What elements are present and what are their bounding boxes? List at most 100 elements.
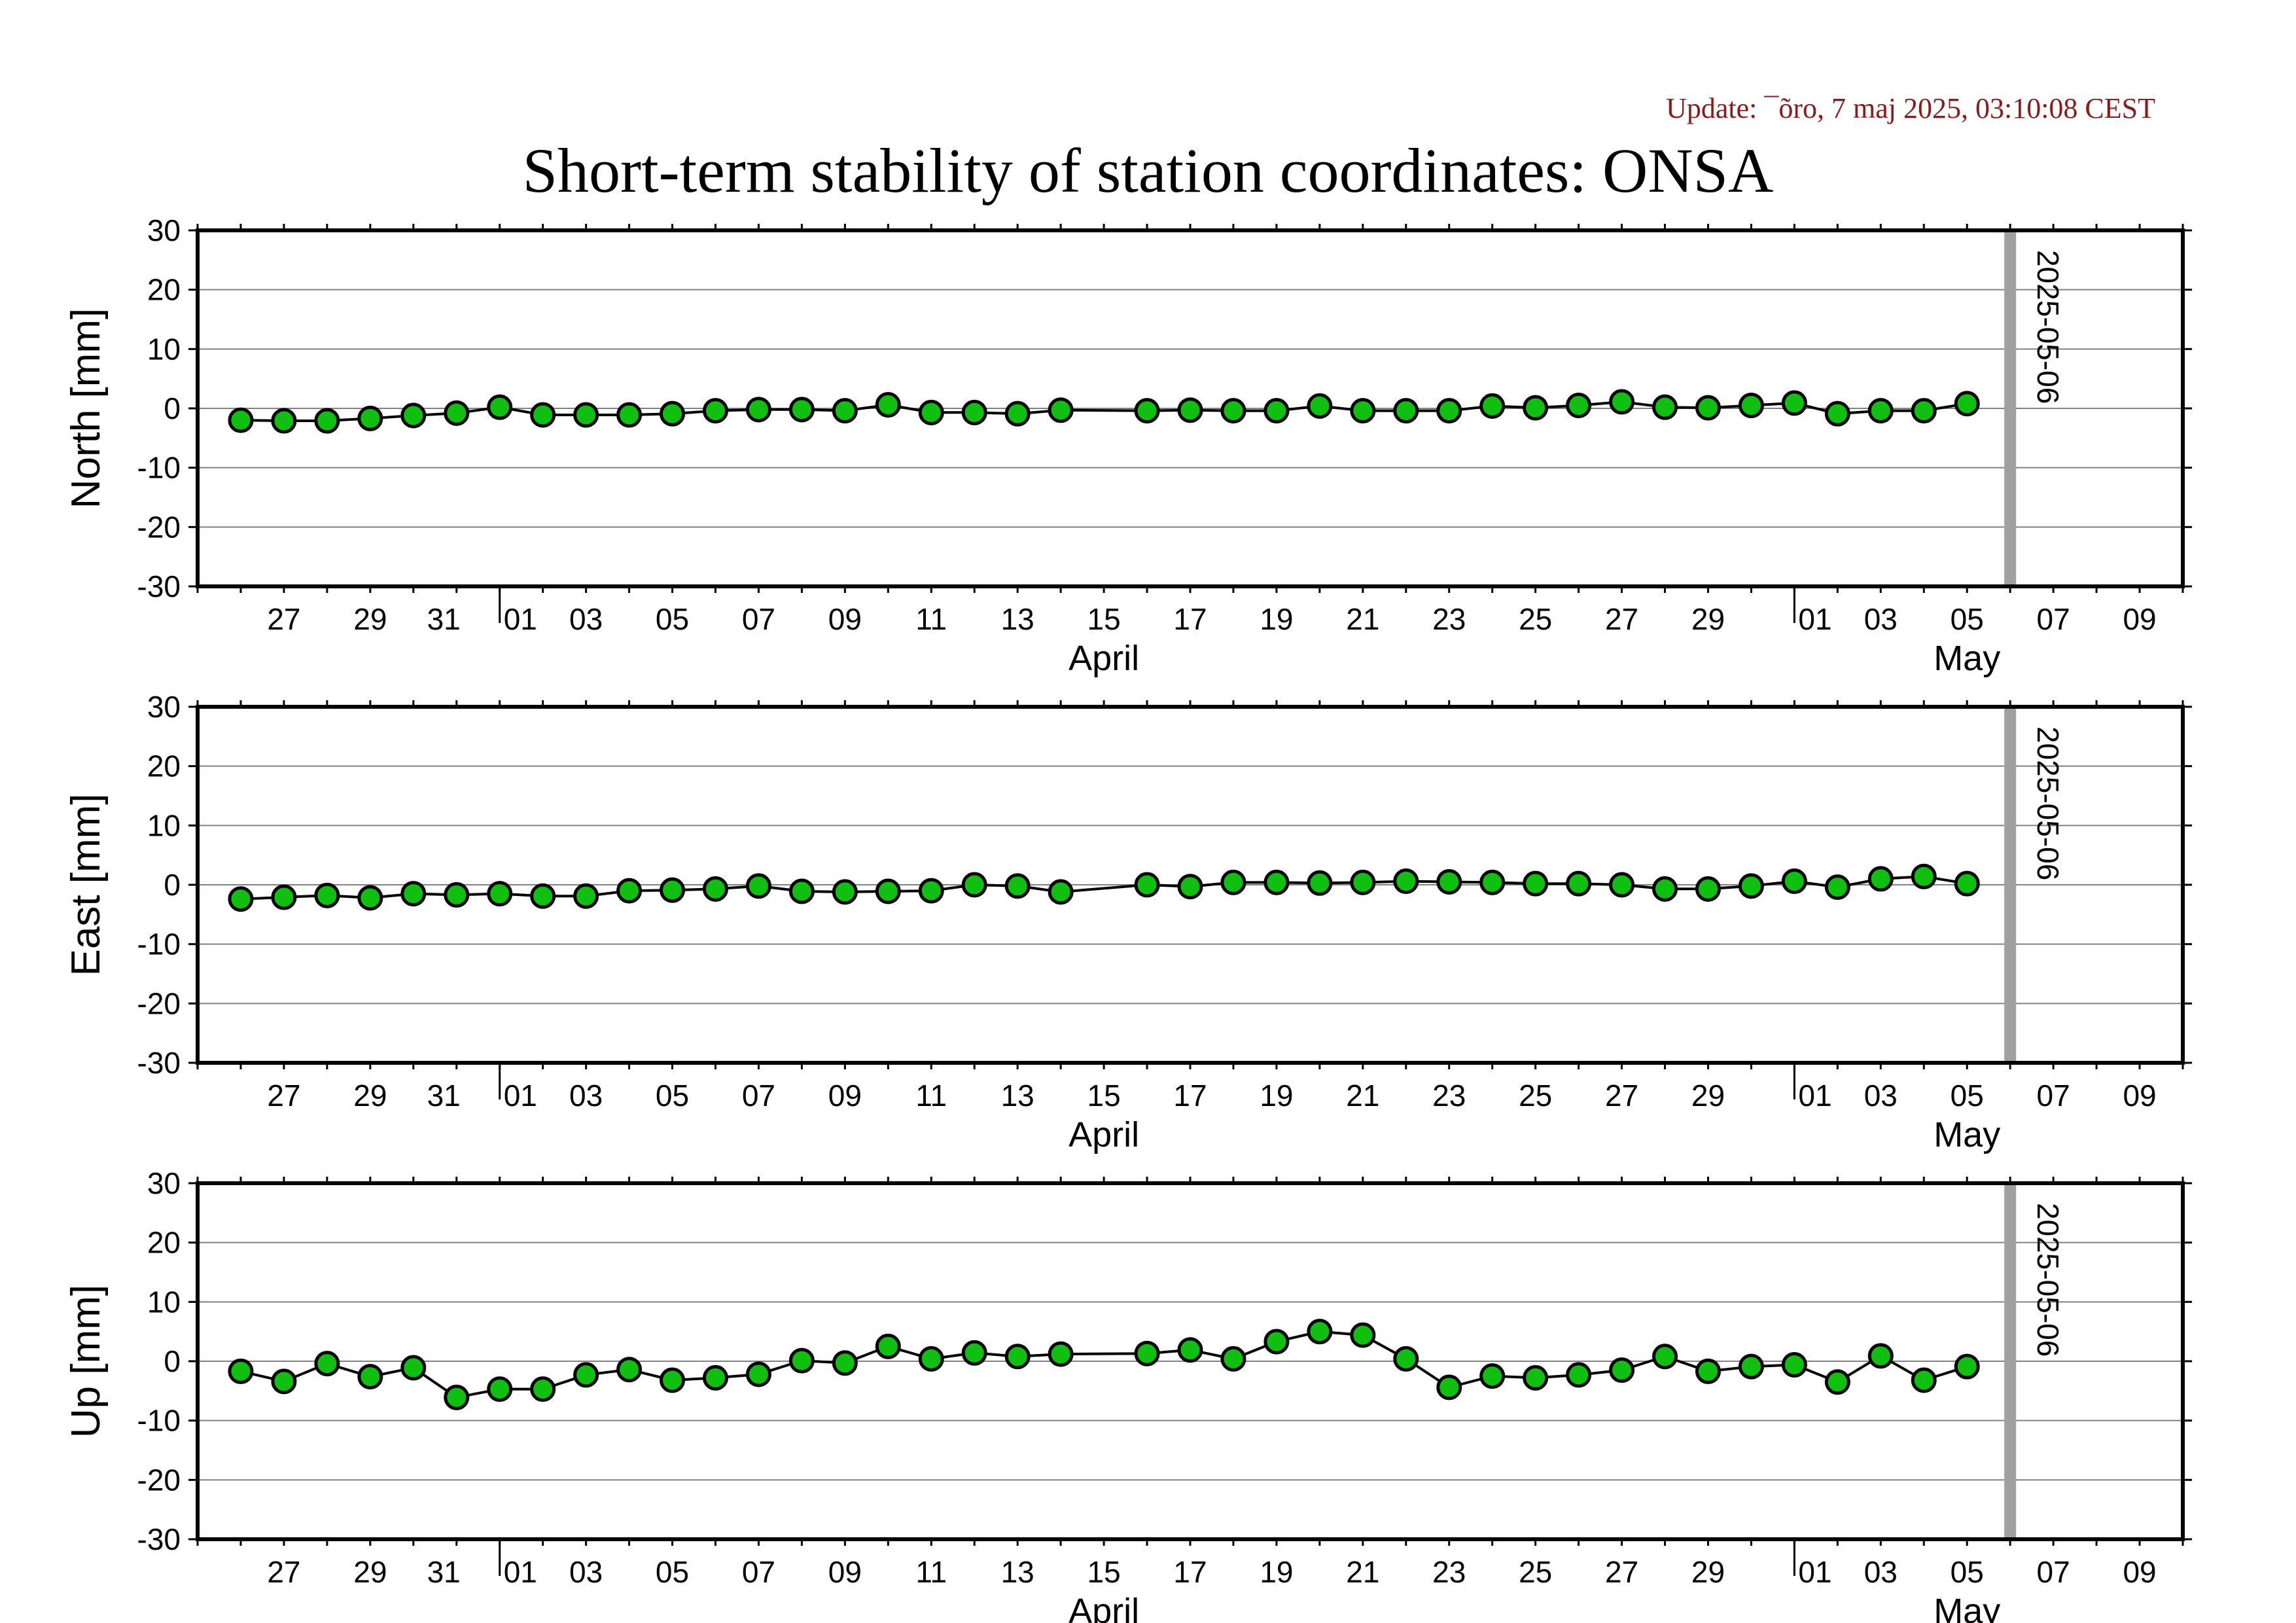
- data-point: [1220, 869, 1246, 895]
- data-point: [530, 883, 556, 909]
- data-point: [1781, 868, 1807, 895]
- x-tick-label: 13: [1001, 1079, 1034, 1113]
- x-tick-label: 29: [1691, 1555, 1725, 1589]
- data-point: [1350, 869, 1376, 895]
- x-tick-label: 27: [1605, 1555, 1638, 1589]
- data-point: [530, 402, 556, 428]
- reference-date-label: 2025-05-06: [2031, 250, 2065, 404]
- data-point: [1177, 874, 1203, 900]
- x-tick-label: 31: [427, 1555, 461, 1589]
- data-point: [487, 881, 513, 907]
- x-tick-label: 05: [1951, 1555, 1984, 1589]
- data-point: [573, 883, 599, 909]
- data-point: [1134, 398, 1160, 424]
- data-point: [573, 1362, 599, 1388]
- data-point: [702, 398, 728, 424]
- data-point: [357, 1364, 383, 1390]
- x-tick-label: 27: [267, 1555, 300, 1589]
- data-point: [788, 1347, 815, 1374]
- x-tick-label: 07: [2037, 1079, 2070, 1113]
- data-point: [1566, 870, 1592, 897]
- x-tick-label: 13: [1001, 602, 1034, 636]
- data-point: [573, 402, 599, 428]
- x-tick-label: 03: [569, 1555, 603, 1589]
- data-point: [1393, 398, 1419, 424]
- data-point: [875, 392, 901, 418]
- data-point: [1954, 870, 1980, 897]
- month-label: May: [1934, 639, 2000, 678]
- month-label: April: [1069, 639, 1139, 678]
- data-point: [1263, 398, 1290, 424]
- x-tick-label: 09: [828, 1079, 862, 1113]
- data-point: [918, 878, 944, 904]
- y-tick-label: 0: [164, 391, 181, 425]
- data-point: [788, 878, 815, 904]
- data-point: [444, 1384, 470, 1410]
- x-tick-label: 23: [1432, 602, 1466, 636]
- data-point: [745, 1361, 771, 1387]
- x-tick-label: 17: [1173, 602, 1207, 636]
- data-point: [616, 878, 643, 904]
- data-point: [1824, 874, 1850, 901]
- month-label: April: [1069, 1592, 1139, 1623]
- data-point: [1177, 397, 1203, 423]
- reference-date-label: 2025-05-06: [2031, 726, 2065, 880]
- data-point: [961, 399, 987, 425]
- x-tick-label: 03: [1864, 602, 1898, 636]
- x-tick-label: 07: [742, 1555, 775, 1589]
- data-point: [1004, 873, 1031, 899]
- x-tick-label: 05: [1951, 1079, 1984, 1113]
- y-axis-label: North [mm]: [63, 308, 109, 509]
- y-tick-label: 30: [147, 1166, 181, 1200]
- data-point: [1134, 1340, 1160, 1366]
- data-point: [1436, 1374, 1462, 1400]
- data-point: [832, 1350, 858, 1376]
- y-tick-label: 20: [147, 749, 181, 783]
- data-point: [314, 1351, 340, 1377]
- data-point: [271, 1368, 297, 1395]
- data-point: [660, 877, 686, 903]
- x-tick-label: 01: [504, 1079, 537, 1113]
- x-tick-label: 13: [1001, 1555, 1034, 1589]
- x-tick-label: 11: [915, 602, 947, 636]
- update-timestamp: Update: ¯õro, 7 maj 2025, 03:10:08 CEST: [1666, 92, 2155, 124]
- data-point: [400, 881, 427, 907]
- y-tick-label: 10: [147, 332, 181, 366]
- y-tick-label: 20: [147, 1226, 181, 1260]
- x-tick-label: 11: [915, 1079, 947, 1113]
- data-point: [832, 879, 858, 905]
- x-tick-label: 01: [1798, 1555, 1831, 1589]
- data-point: [745, 873, 771, 899]
- x-tick-label: 29: [353, 602, 387, 636]
- data-point: [228, 1358, 254, 1384]
- data-point: [1738, 1353, 1764, 1380]
- x-tick-label: 19: [1260, 1555, 1293, 1589]
- x-tick-label: 17: [1173, 1555, 1207, 1589]
- data-point: [1652, 394, 1678, 420]
- data-point: [1652, 876, 1678, 902]
- data-point: [1307, 393, 1333, 419]
- plot-frame: [196, 1181, 2185, 1541]
- x-tick-label: 27: [267, 602, 300, 636]
- plot-frame: [196, 705, 2185, 1065]
- data-point: [1220, 398, 1246, 424]
- data-point: [1695, 395, 1721, 421]
- y-tick-label: -10: [137, 1404, 181, 1438]
- y-tick-label: 30: [147, 213, 181, 247]
- x-tick-label: 27: [267, 1079, 300, 1113]
- data-point: [1867, 398, 1894, 424]
- y-tick-label: -20: [137, 986, 181, 1020]
- data-point: [1738, 873, 1764, 899]
- y-axis-label: East [mm]: [63, 793, 109, 976]
- data-point: [314, 408, 340, 434]
- data-point: [1307, 1319, 1333, 1345]
- data-point: [1523, 395, 1549, 421]
- data-point: [875, 878, 901, 904]
- y-axis-label: Up [mm]: [63, 1285, 109, 1438]
- x-tick-label: 23: [1432, 1079, 1466, 1113]
- y-tick-label: 10: [147, 808, 181, 842]
- y-tick-label: 30: [147, 690, 181, 724]
- x-tick-label: 01: [1798, 602, 1831, 636]
